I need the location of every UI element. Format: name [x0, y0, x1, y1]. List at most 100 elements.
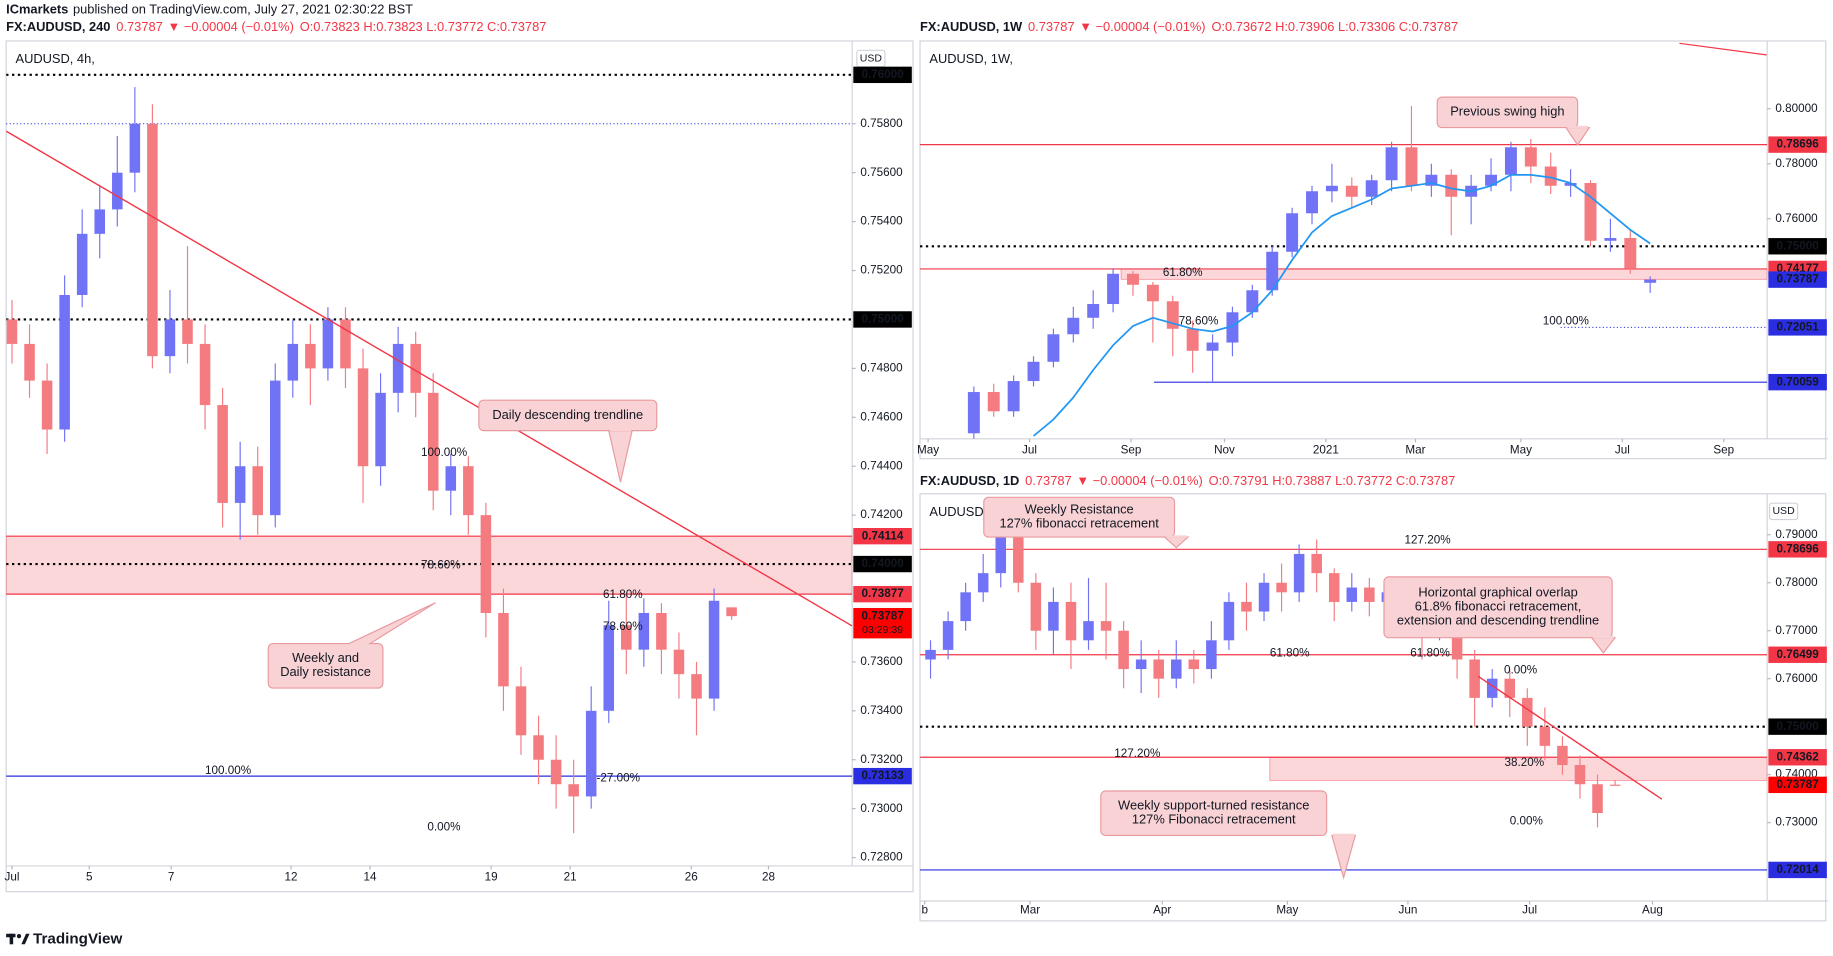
- candle-body: [1574, 765, 1586, 785]
- candle-body: [1166, 301, 1179, 329]
- currency-label: USD: [860, 52, 883, 64]
- fib-label: 100.00%: [205, 764, 251, 777]
- candle-body: [1522, 697, 1533, 727]
- price-label-box: [1768, 373, 1827, 391]
- candle-body: [1258, 582, 1270, 612]
- price-change: ▼ −0.00004 (−0.01%): [1079, 19, 1205, 34]
- candle-body: [1007, 381, 1020, 412]
- price-label: 0.73787: [861, 609, 903, 622]
- candle-body: [94, 209, 106, 234]
- callout-text: Weekly and: [292, 650, 359, 665]
- candle-body: [41, 380, 53, 430]
- price-label-box: [1768, 749, 1827, 766]
- fib-label: -27.00%: [596, 771, 640, 784]
- candle-body: [1293, 553, 1305, 593]
- candle-body: [287, 343, 299, 381]
- callout-seam: [609, 428, 631, 432]
- candle-body: [1592, 784, 1603, 814]
- x-tick-label: b: [921, 903, 928, 916]
- candle-body: [1365, 180, 1378, 197]
- chart-legend: AUDUSD, 1W,: [929, 51, 1013, 66]
- candle-body: [1451, 621, 1463, 660]
- price-label-box: [1768, 646, 1827, 663]
- x-tick-label: May: [1510, 444, 1532, 457]
- candle-body: [942, 621, 954, 650]
- candle-body: [1083, 621, 1094, 641]
- candle-body: [427, 392, 439, 491]
- candle-body: [925, 649, 936, 660]
- candle-body: [340, 319, 351, 369]
- price-label: 0.73133: [861, 769, 904, 782]
- callout-text: Weekly support-turned resistance: [1118, 798, 1309, 813]
- candle-body: [6, 319, 18, 344]
- resistance-zone: [6, 535, 853, 595]
- candle-body: [1306, 191, 1318, 214]
- candle-body: [252, 466, 263, 516]
- candle-body: [1135, 659, 1147, 670]
- y-tick-label: 0.73000: [860, 802, 903, 815]
- candle-body: [550, 759, 562, 785]
- price-label: 0.74000: [861, 557, 904, 570]
- callout-text: Daily descending trendline: [492, 407, 643, 422]
- trend-drawing: [1679, 42, 1768, 56]
- y-tick-label: 0.75600: [860, 166, 903, 179]
- callout-text: 61.8% fibonacci retracement,: [1415, 599, 1582, 614]
- price-label: 0.73877: [861, 587, 903, 600]
- price-label-box: [1768, 238, 1827, 255]
- moving-average: [1032, 173, 1651, 437]
- x-tick-label: 19: [485, 871, 498, 884]
- x-tick-label: 5: [86, 871, 93, 884]
- candle-body: [269, 380, 281, 516]
- x-tick-label: Jun: [1399, 903, 1418, 916]
- y-tick-label: 0.73600: [860, 655, 903, 668]
- publisher: ICmarkets: [6, 2, 68, 17]
- candle-body: [1186, 328, 1199, 351]
- ohlc: O:0.73791 H:0.73887 L:0.73772 C:0.73787: [1209, 474, 1456, 489]
- candle-body: [1644, 279, 1657, 283]
- candle-body: [726, 607, 737, 617]
- candle-body: [217, 405, 228, 503]
- callout-box: [478, 399, 658, 432]
- y-tick-label: 0.75400: [860, 215, 903, 228]
- x-tick-label: Jul: [1522, 903, 1537, 916]
- candle-body: [357, 368, 369, 467]
- price-label: 0.75000: [1776, 239, 1819, 252]
- candle-body: [585, 710, 597, 797]
- callout-text: 127% fibonacci retracement: [999, 516, 1159, 531]
- price-label: 0.72051: [1776, 320, 1819, 333]
- candle-body: [1067, 317, 1080, 335]
- candle-body: [1524, 147, 1537, 167]
- candle-body: [1504, 147, 1517, 175]
- fib-label: 78.60%: [1179, 315, 1219, 328]
- callout-text: Weekly Resistance: [1025, 502, 1134, 517]
- price-label-box: [853, 585, 912, 603]
- price-label-box: [853, 66, 912, 84]
- candle-body: [1118, 630, 1129, 670]
- candle-body: [1469, 659, 1480, 698]
- fib-label: 61.80%: [1410, 647, 1450, 660]
- last-price: 0.73787: [116, 19, 162, 34]
- price-change: ▼ −0.00004 (−0.01%): [167, 19, 293, 34]
- y-tick-label: 0.74200: [860, 508, 903, 521]
- chart-header: FX:AUDUSD, 1W 0.73787 ▼ −0.00004 (−0.01%) O…: [920, 19, 1458, 34]
- y-tick-label: 0.76000: [1775, 212, 1818, 225]
- y-tick-label: 0.78000: [1775, 157, 1818, 170]
- price-label: 0.74362: [1776, 750, 1819, 763]
- candle-body: [1146, 284, 1159, 302]
- x-tick-label: 26: [685, 871, 698, 884]
- price-label: 0.75000: [1776, 720, 1819, 733]
- candle-body: [1226, 312, 1239, 343]
- candle-body: [375, 392, 386, 467]
- last-price: 0.73787: [1025, 474, 1071, 489]
- candle-body: [1223, 601, 1235, 641]
- price-label: 0.72014: [1776, 863, 1819, 876]
- candle-body: [1604, 238, 1617, 241]
- price-label: 0.70059: [1776, 375, 1819, 388]
- fib-label: 61.80%: [603, 588, 643, 601]
- currency-label: USD: [1772, 505, 1795, 517]
- candle-body: [322, 319, 334, 369]
- price-label: 0.78696: [1776, 138, 1819, 151]
- x-tick-label: Mar: [1405, 444, 1425, 457]
- plot-area: 100.00% 78.60% 61.80% 78.60% 100.00% -27.00% 0…: [6, 73, 853, 833]
